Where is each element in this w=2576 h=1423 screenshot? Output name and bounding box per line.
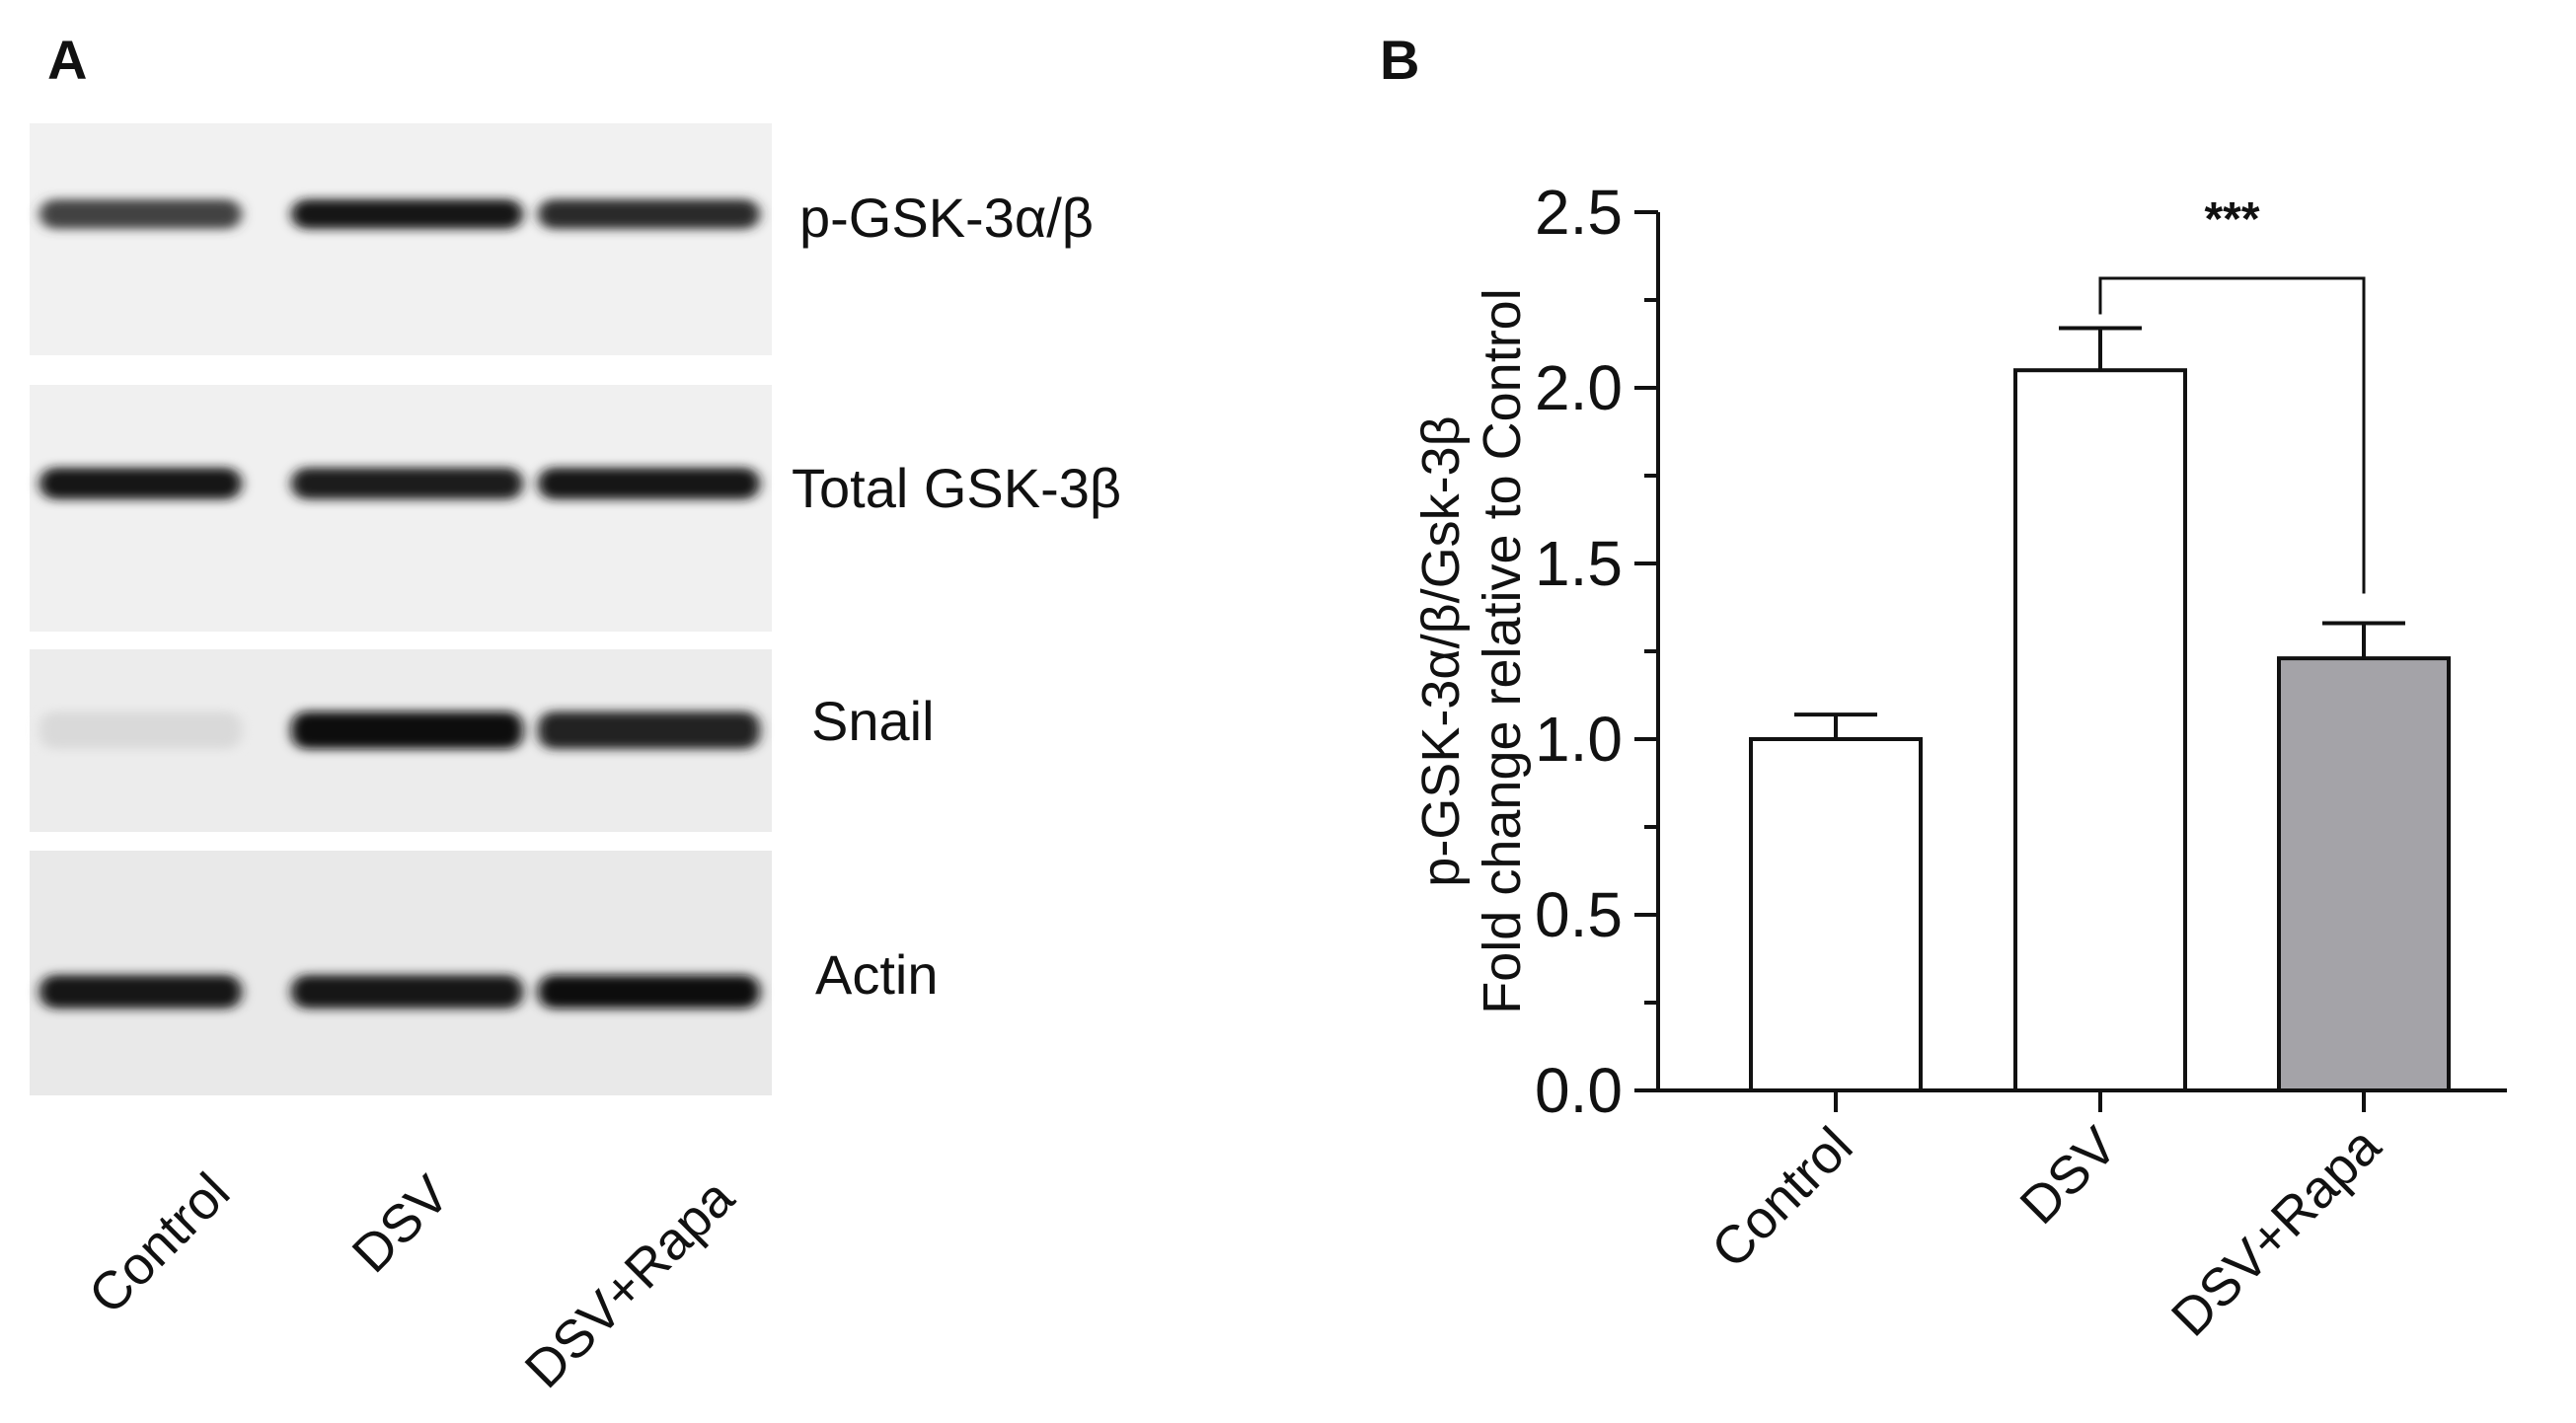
y-tick-label: 0.5 [1535,879,1623,950]
x-tick-label: Control [1701,1116,1864,1280]
x-tick-label: DSV+Rapa [2160,1115,2392,1347]
y-tick-label: 1.0 [1535,704,1623,775]
blot-band [538,468,760,499]
blot-band [291,712,523,749]
blot-label-p-gsk: p-GSK-3α/β [799,187,1094,249]
blot-label-actin: Actin [815,943,939,1006]
blot-row-background [30,851,772,1095]
significance-label: *** [2204,193,2259,246]
blot-band [538,712,760,749]
bar-dsv-rapa [2277,656,2451,1092]
blot-band [538,975,760,1009]
blot-band [291,199,523,229]
blot-band [39,712,242,749]
bar-control [1749,737,1923,1092]
blot-band [39,468,242,499]
y-axis-label-line1: p-GSK-3α/β/Gsk-3β [1411,415,1471,886]
blot-band [291,975,523,1009]
bar-dsv [2013,368,2187,1092]
panel-b-letter: B [1380,29,1420,91]
y-tick-label: 0.0 [1535,1055,1623,1126]
panel-a-letter: A [47,29,88,91]
y-tick-label: 2.0 [1535,352,1623,423]
y-tick-label: 2.5 [1535,177,1623,248]
blot-lane-label-dsv-rapa: DSV+Rapa [513,1167,746,1400]
blot-band [538,199,760,229]
bar-chart: 0.0 0.5 1.0 1.5 2.0 2.5 p-GSK-3α/β/Gsk-3β Fold … [1411,177,2507,1348]
western-blot [30,123,772,1095]
significance-bracket [2098,276,2366,594]
blot-band [39,975,242,1009]
y-axis-label-line2: Fold change relative to Control [1473,288,1532,1013]
x-tick-label: DSV [2009,1116,2129,1236]
blot-row-background [30,123,772,355]
y-tick-label: 1.5 [1535,528,1623,599]
blot-band [39,199,242,229]
blot-label-total-gsk: Total GSK-3β [792,457,1122,519]
blot-band [291,468,523,499]
blot-row-background [30,385,772,632]
blot-label-snail: Snail [811,690,935,752]
